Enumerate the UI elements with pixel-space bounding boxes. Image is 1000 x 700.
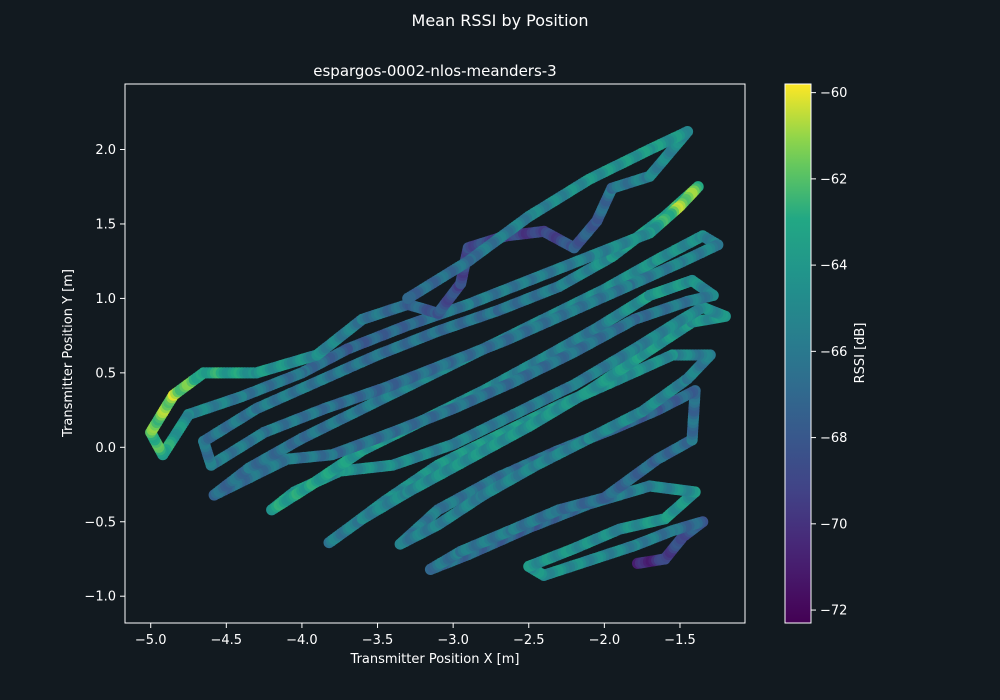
colorbar-gradient [784,83,812,624]
x-axis-label: Transmitter Position X [m] [350,652,520,667]
x-tick-label: −3.5 [362,633,394,648]
colorbar-tick-label: −70 [820,517,847,532]
colorbar-tick-label: −68 [820,431,847,446]
x-tick-label: −3.0 [437,633,469,648]
x-tick-label: −2.5 [513,633,545,648]
x-axis: −5.0 −4.5 −4.0 −3.5 −3.0 −2.5 −2.0 −1.5 [135,623,696,648]
colorbar-tick-label: −62 [820,172,847,187]
y-tick-label: 1.0 [95,292,116,307]
y-tick-label: 1.5 [95,217,116,232]
y-tick-label: 0.0 [95,441,116,456]
plot-area [145,126,731,582]
y-axis: −1.0 −0.5 0.0 0.5 1.0 1.5 2.0 [84,143,125,605]
y-tick-label: −0.5 [84,515,116,530]
colorbar: −60 −62 −64 −66 −68 −70 −72 [784,83,847,624]
x-tick-label: −1.5 [664,633,696,648]
x-tick-label: −4.0 [286,633,318,648]
y-tick-label: 2.0 [95,143,116,158]
x-tick-label: −2.0 [589,633,621,648]
rssi-point [402,292,414,305]
figure-suptitle: Mean RSSI by Position [412,11,589,30]
colorbar-tick-label: −64 [820,259,847,274]
colorbar-tick-label: −72 [820,604,847,619]
y-tick-label: 0.5 [95,366,116,381]
colorbar-tick-label: −60 [820,86,847,101]
colorbar-label: RSSI [dB] [853,323,868,384]
y-tick-label: −1.0 [84,590,116,605]
axes-frame [124,83,746,624]
y-axis-label: Transmitter Position Y [m] [61,269,76,438]
x-tick-label: −4.5 [211,633,243,648]
x-tick-label: −5.0 [135,633,167,648]
chart-title: espargos-0002-nlos-meanders-3 [313,62,556,80]
colorbar-tick-label: −66 [820,345,847,360]
